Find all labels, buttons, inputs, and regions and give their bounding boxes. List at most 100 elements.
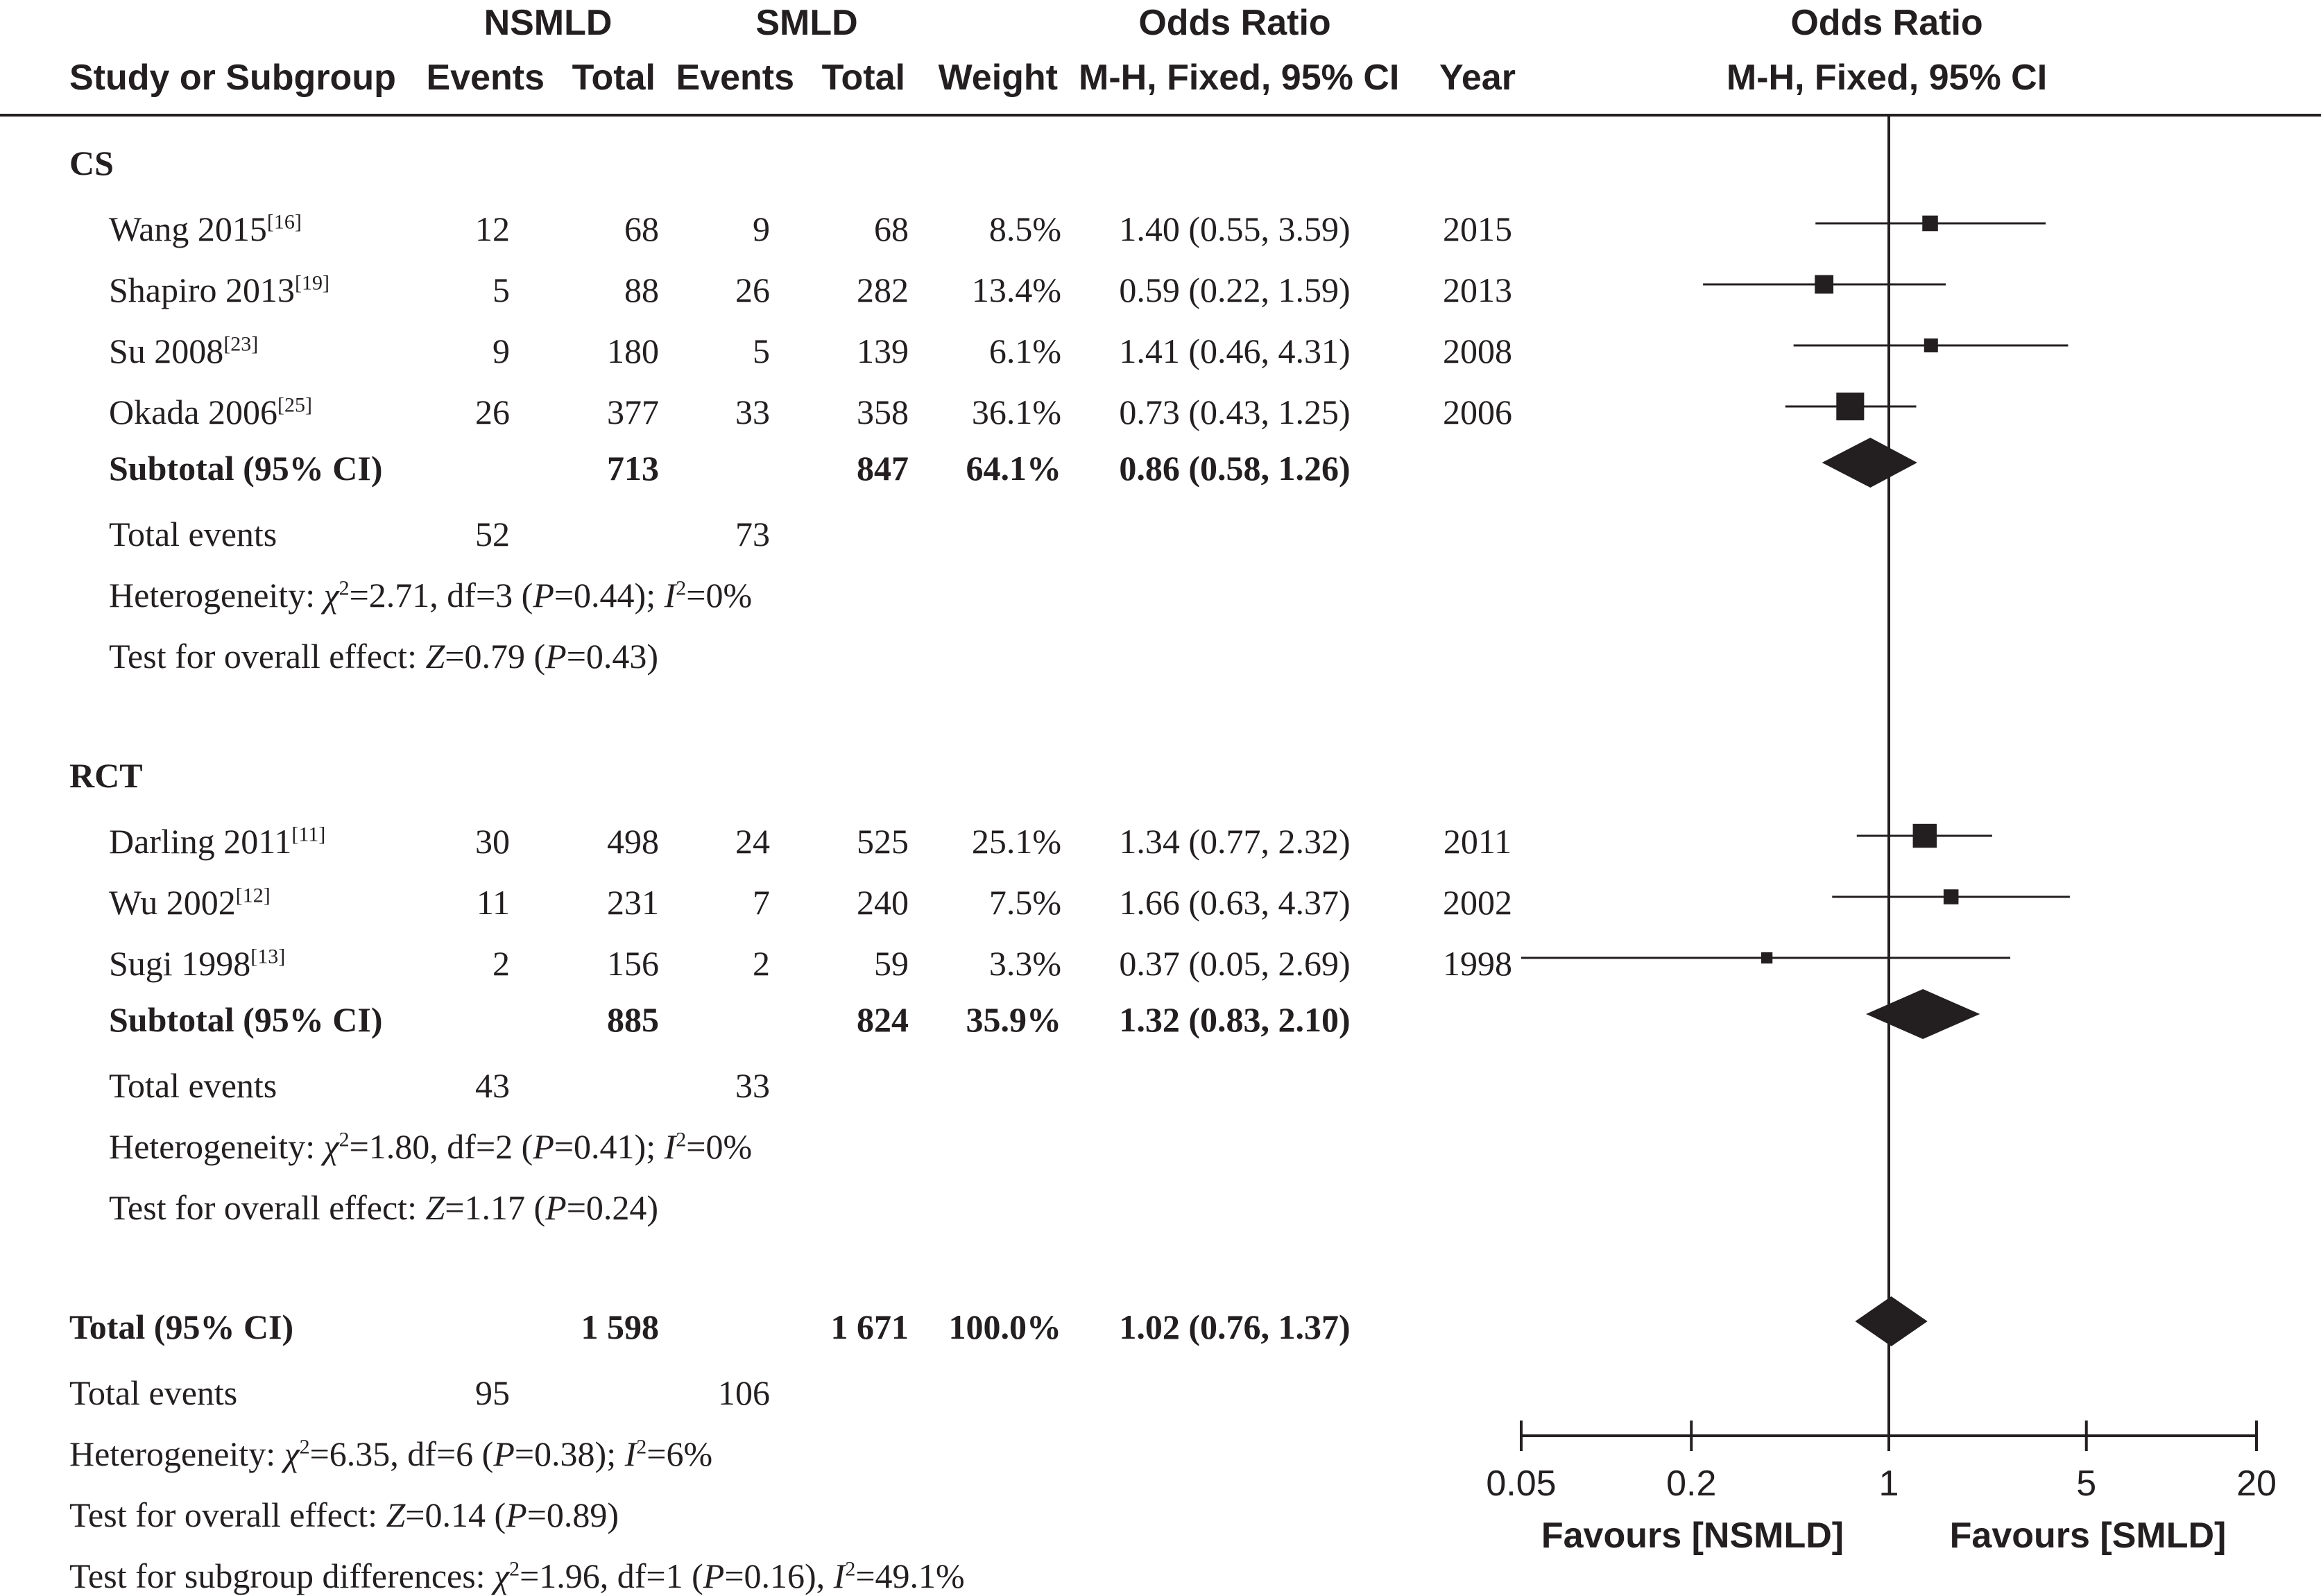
study-total-nsmld: 498 (607, 822, 659, 861)
study-total-smld: 240 (857, 883, 909, 922)
heterogeneity-text: Heterogeneity: χ2=1.80, df=2 (P=0.41); I… (109, 1127, 753, 1166)
study-odds-ratio: 0.59 (0.22, 1.59) (1119, 271, 1351, 309)
study-total-nsmld: 231 (607, 883, 659, 922)
header-plot-title: Odds Ratio (1790, 3, 1983, 43)
study-point (1912, 823, 1937, 848)
study-year: 2015 (1443, 209, 1512, 248)
subtotal-odds-ratio: 0.86 (0.58, 1.26) (1119, 449, 1351, 488)
study-events-smld: 9 (753, 209, 770, 248)
header-weight: Weight (938, 58, 1058, 98)
subtotal-total-smld: 824 (857, 1000, 909, 1039)
header-total-smld: Total (821, 58, 905, 98)
study-year: 2006 (1443, 393, 1512, 431)
study-name: Darling 2011[11] (109, 822, 326, 861)
total-heterogeneity-text: Heterogeneity: χ2=6.35, df=6 (P=0.38); I… (69, 1434, 713, 1473)
x-tick-label: 0.2 (1666, 1464, 1716, 1504)
header-events-nsmld: Events (426, 58, 545, 98)
study-year: 2008 (1443, 332, 1512, 370)
study-odds-ratio: 1.40 (0.55, 3.59) (1119, 209, 1351, 248)
total-events-smld: 106 (718, 1373, 770, 1412)
x-tick-label: 0.05 (1486, 1464, 1556, 1504)
subgroup-label-rct: RCT (69, 756, 143, 795)
subtotal-total-smld: 847 (857, 449, 909, 488)
study-name: Sugi 1998[13] (109, 944, 286, 983)
subtotal-odds-ratio: 1.32 (0.83, 2.10) (1119, 1000, 1351, 1039)
study-total-nsmld: 88 (624, 271, 659, 309)
header-group-nsmld: NSMLD (483, 3, 613, 43)
header-year: Year (1439, 58, 1516, 98)
study-name: Wu 2002[12] (109, 883, 271, 922)
subtotal-total-nsmld: 713 (607, 449, 659, 488)
summary-diamond (1822, 438, 1917, 488)
study-weight: 36.1% (971, 393, 1061, 431)
study-events-smld: 5 (753, 332, 770, 370)
study-events-smld: 26 (735, 271, 770, 309)
study-odds-ratio: 1.34 (0.77, 2.32) (1119, 822, 1351, 861)
header-group-smld: SMLD (755, 3, 858, 43)
favours-smld-label: Favours [SMLD] (1949, 1516, 2227, 1556)
study-name: Su 2008[23] (109, 332, 259, 370)
study-events-smld: 7 (753, 883, 770, 922)
study-weight: 7.5% (988, 883, 1061, 922)
study-total-smld: 139 (857, 332, 909, 370)
study-weight: 8.5% (988, 209, 1061, 248)
study-odds-ratio: 1.41 (0.46, 4.31) (1119, 332, 1351, 370)
study-odds-ratio: 1.66 (0.63, 4.37) (1119, 883, 1351, 922)
subtotal-weight: 35.9% (966, 1000, 1062, 1039)
study-total-nsmld: 377 (607, 393, 659, 431)
study-events-nsmld: 30 (475, 822, 510, 861)
study-total-nsmld: 180 (607, 332, 659, 370)
total-events-label: Total events (109, 1066, 277, 1105)
study-point (1922, 215, 1938, 232)
heterogeneity-text: Heterogeneity: χ2=2.71, df=3 (P=0.44); I… (109, 576, 753, 615)
study-name: Okada 2006[25] (109, 393, 312, 431)
total-overall-effect-text: Test for overall effect: Z=0.14 (P=0.89) (69, 1495, 619, 1534)
header-study-col: Study or Subgroup (69, 58, 396, 98)
study-total-smld: 59 (874, 944, 909, 983)
subtotal-label: Subtotal (95% CI) (109, 1000, 383, 1039)
total-total-nsmld: 1 598 (581, 1307, 660, 1346)
total-label: Total (95% CI) (69, 1307, 294, 1346)
study-point (1761, 952, 1773, 964)
total-events-nsmld: 43 (475, 1066, 510, 1105)
subgroup-differences-text: Test for subgroup differences: χ2=1.96, … (69, 1556, 965, 1595)
x-tick-label: 20 (2236, 1464, 2277, 1504)
total-total-smld: 1 671 (830, 1307, 909, 1346)
summary-diamond (1866, 989, 1980, 1039)
total-events-nsmld: 95 (475, 1373, 510, 1412)
study-events-smld: 24 (735, 822, 770, 861)
study-odds-ratio: 0.73 (0.43, 1.25) (1119, 393, 1351, 431)
study-weight: 3.3% (988, 944, 1061, 983)
header-odds-ratio-title: Odds Ratio (1138, 3, 1331, 43)
header-plot-method: M-H, Fixed, 95% CI (1726, 58, 2048, 98)
study-events-smld: 33 (735, 393, 770, 431)
study-point (1924, 338, 1938, 353)
study-events-smld: 2 (753, 944, 770, 983)
x-tick-label: 1 (1879, 1464, 1899, 1504)
study-point (1815, 275, 1834, 294)
study-name: Wang 2015[16] (109, 209, 302, 248)
study-odds-ratio: 0.37 (0.05, 2.69) (1119, 944, 1351, 983)
study-total-smld: 68 (874, 209, 909, 248)
study-point (1836, 392, 1865, 421)
study-year: 2002 (1443, 883, 1512, 922)
subtotal-total-nsmld: 885 (607, 1000, 659, 1039)
total-events-label: Total events (109, 515, 277, 554)
x-tick-label: 5 (2076, 1464, 2096, 1504)
total-weight: 100.0% (948, 1307, 1062, 1346)
study-name: Shapiro 2013[19] (109, 271, 330, 309)
study-events-nsmld: 5 (493, 271, 510, 309)
study-total-nsmld: 156 (607, 944, 659, 983)
study-weight: 13.4% (971, 271, 1061, 309)
header-or-method: M-H, Fixed, 95% CI (1079, 58, 1400, 98)
study-events-nsmld: 11 (476, 883, 510, 922)
overall-effect-text: Test for overall effect: Z=1.17 (P=0.24) (109, 1188, 659, 1227)
header-events-smld: Events (676, 58, 794, 98)
subgroup-label-cs: CS (69, 144, 114, 182)
study-events-nsmld: 12 (475, 209, 510, 248)
study-total-smld: 358 (857, 393, 909, 431)
summary-diamond (1855, 1296, 1928, 1346)
study-year: 1998 (1443, 944, 1512, 983)
